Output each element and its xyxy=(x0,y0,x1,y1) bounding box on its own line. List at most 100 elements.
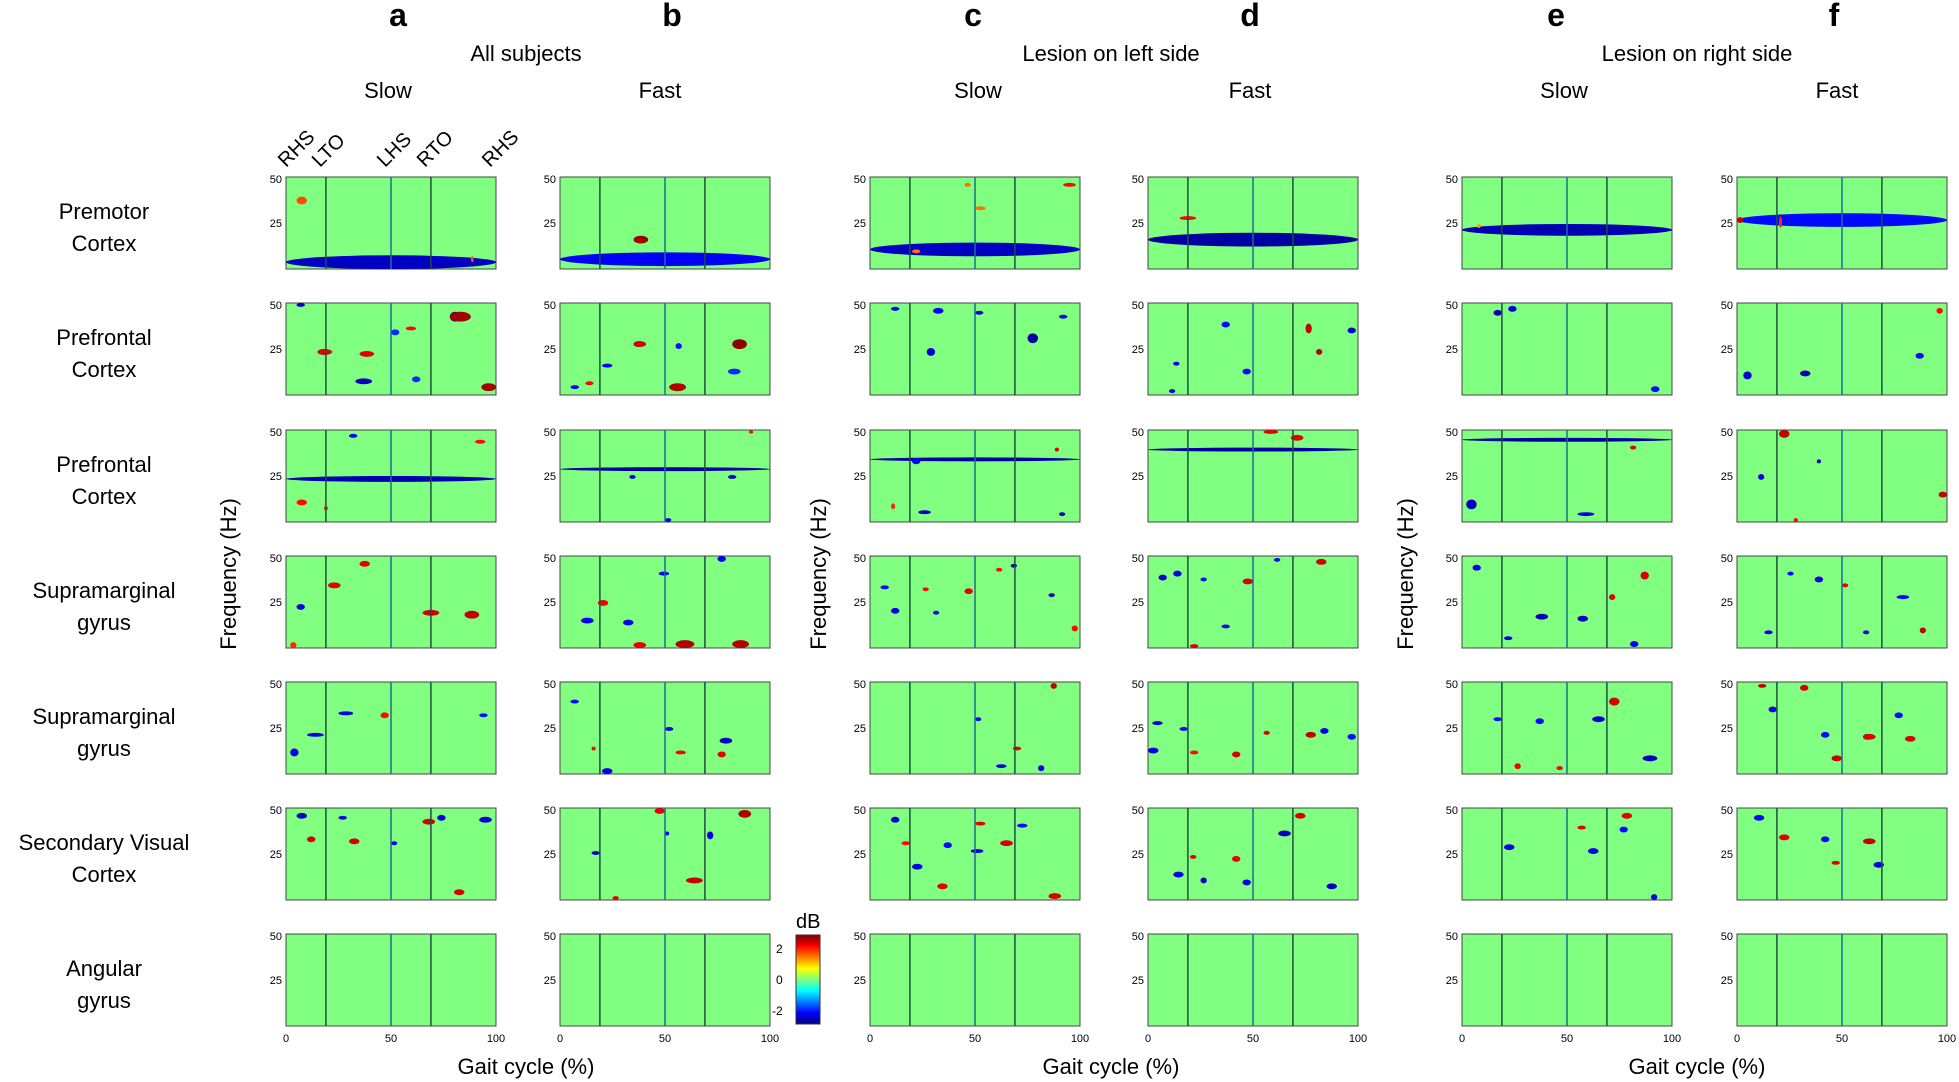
sync-blob xyxy=(449,311,471,322)
panel-c-row-5: 50 25 xyxy=(854,679,1081,775)
x-tick-label: 0 xyxy=(867,1033,873,1045)
sync-blob xyxy=(1050,682,1057,689)
panel-a-row-1: 50 25 xyxy=(270,174,497,270)
y-tick-label: 25 xyxy=(1132,975,1144,987)
y-tick-label: 50 xyxy=(1446,300,1458,312)
colorbar: dB 2 0 -2 xyxy=(772,911,821,1025)
desync-blob xyxy=(602,768,613,774)
condition-label: Fast xyxy=(1816,78,1859,103)
sync-blob xyxy=(454,889,465,896)
desync-blob xyxy=(1173,871,1184,878)
panel-b-row-5: 50 25 xyxy=(544,679,771,775)
desync-blob xyxy=(1504,636,1513,641)
condition-label: Slow xyxy=(364,78,412,103)
panel-f-row-7: 50 25 0 50 100 xyxy=(1721,931,1956,1045)
y-tick-label: 50 xyxy=(1721,931,1733,943)
x-tick-label: 100 xyxy=(1349,1033,1367,1045)
desync-blob xyxy=(1158,574,1167,581)
desync-blob xyxy=(412,376,421,383)
sync-blob xyxy=(738,809,752,818)
sync-blob xyxy=(475,439,486,444)
y-tick-label: 25 xyxy=(1132,471,1144,483)
desync-blob xyxy=(1768,706,1777,713)
region-label: Cortex xyxy=(72,357,137,382)
sync-blob xyxy=(1737,217,1744,223)
panel-b-row-6: 50 25 xyxy=(544,805,771,901)
panel-c-row-1: 50 25 xyxy=(854,174,1081,270)
gait-event-label: RTO xyxy=(413,127,458,172)
desync-blob xyxy=(1642,755,1658,762)
sync-blob xyxy=(1316,349,1323,355)
sync-blob xyxy=(1476,223,1481,228)
desync-blob xyxy=(1821,836,1830,843)
desync-blob xyxy=(926,348,936,356)
desync-blob xyxy=(355,378,373,385)
desync-blob xyxy=(479,713,488,718)
y-tick-label: 50 xyxy=(544,300,556,312)
desync-blob xyxy=(290,748,299,757)
x-tick-label: 50 xyxy=(385,1033,397,1045)
y-tick-label: 25 xyxy=(1446,218,1458,230)
x-axis-label: Gait cycle (%) xyxy=(1629,1054,1766,1079)
desync-blob xyxy=(719,737,733,744)
desync-blob xyxy=(1535,613,1549,620)
y-tick-label: 25 xyxy=(1132,344,1144,356)
region-label: gyrus xyxy=(77,988,131,1013)
sync-blob xyxy=(1556,766,1563,771)
sync-blob xyxy=(975,821,986,826)
gait-event-label: RHS xyxy=(274,126,319,171)
desync-blob xyxy=(1200,877,1207,884)
axes-labels-layer: Premotor Cortex Prefrontal Cortex Prefrontal… xyxy=(19,199,1766,1079)
region-label: Prefrontal xyxy=(56,452,151,477)
sync-blob xyxy=(1048,893,1062,900)
desync-blob xyxy=(717,556,726,562)
y-axis-label: Frequency (Hz) xyxy=(806,498,831,650)
desync-blob xyxy=(1466,499,1477,510)
panel-b-row-4: 50 25 xyxy=(544,553,771,649)
panel-a-row-7: 50 25 0 50 100 xyxy=(270,931,505,1045)
y-tick-label: 50 xyxy=(1132,300,1144,312)
sync-blob xyxy=(307,836,316,843)
sync-blob xyxy=(732,640,749,648)
panel-letter-f: f xyxy=(1829,0,1840,33)
y-tick-label: 25 xyxy=(544,849,556,861)
desync-blob xyxy=(996,764,1007,769)
desync-blob xyxy=(1619,826,1628,833)
desync-blob xyxy=(891,306,900,311)
desync-blob xyxy=(975,717,982,722)
desync-blob xyxy=(1508,305,1517,312)
sync-blob xyxy=(612,896,619,900)
y-tick-label: 25 xyxy=(1721,344,1733,356)
sync-blob xyxy=(675,750,686,755)
desync-blob xyxy=(912,863,923,870)
colorbar-label: dB xyxy=(796,911,820,933)
y-tick-label: 50 xyxy=(1446,553,1458,565)
desync-blob xyxy=(296,303,305,307)
y-tick-label: 50 xyxy=(1132,805,1144,817)
sync-blob xyxy=(591,746,596,751)
panel-e-row-7: 50 25 0 50 100 xyxy=(1446,931,1681,1045)
panel-d-row-2: 50 25 xyxy=(1132,300,1359,396)
desync-blob xyxy=(1577,512,1595,517)
y-tick-label: 50 xyxy=(1132,174,1144,186)
panel-c-row-7: 50 25 0 50 100 xyxy=(854,931,1089,1045)
y-tick-label: 25 xyxy=(1721,849,1733,861)
desync-blob xyxy=(1814,576,1824,583)
desync-blob xyxy=(1274,557,1281,562)
panel-e-row-6: 50 25 xyxy=(1446,805,1673,901)
panel-f-row-1: 50 25 xyxy=(1721,174,1948,270)
sync-blob xyxy=(1514,763,1521,770)
desync-blob xyxy=(591,851,600,855)
y-tick-label: 25 xyxy=(1132,723,1144,735)
sync-blob xyxy=(359,560,370,567)
desync-blob xyxy=(437,814,446,821)
y-tick-label: 50 xyxy=(854,931,866,943)
y-tick-label: 50 xyxy=(1446,427,1458,439)
sync-blob xyxy=(1793,518,1798,522)
desync-blob xyxy=(665,831,670,836)
desync-blob xyxy=(1320,728,1329,734)
sync-blob xyxy=(481,383,496,392)
desync-blob xyxy=(1038,765,1045,772)
y-tick-label: 25 xyxy=(1132,218,1144,230)
y-tick-label: 25 xyxy=(1721,471,1733,483)
